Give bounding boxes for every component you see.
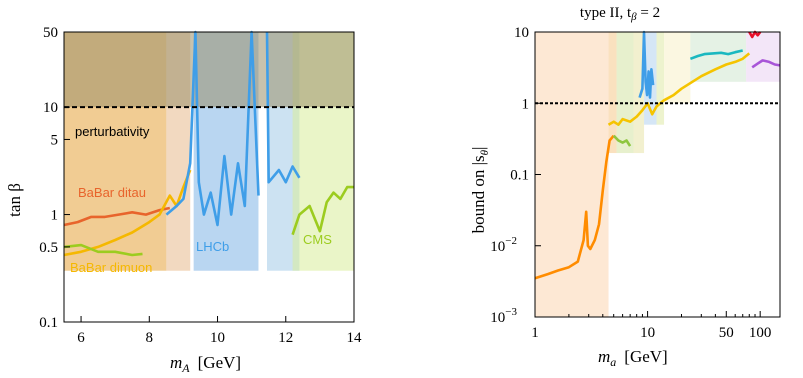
right-x-axis-title: ma [GeV]: [598, 347, 668, 369]
annotation-cms: CMS: [303, 232, 332, 247]
left-x-sub: A: [181, 361, 190, 375]
right-x-tick-label-1: 10: [640, 325, 655, 341]
left-x-tick-label-0: 6: [77, 330, 85, 346]
right-x-sub: a: [610, 355, 616, 369]
right-y-sub: θ: [479, 149, 491, 155]
right-region-7: [690, 32, 747, 82]
annotation-babar-dimuon: BaBar dimuon: [70, 260, 152, 275]
left-y-tick-label-2: 1: [51, 208, 59, 224]
right-x-unit: [GeV]: [624, 347, 667, 366]
right-chart: type II, tβ = 2 1 10 50 100 10−3 10−2 0.1 1 10 m…: [469, 5, 781, 369]
left-x-tick-label-2: 10: [210, 330, 225, 346]
perturbativity-label: perturbativity: [75, 124, 150, 139]
right-chart-title: type II, tβ = 2: [580, 5, 660, 23]
left-series-lines: [63, 30, 354, 257]
left-x-tick-label-1: 8: [146, 330, 154, 346]
right-y-axis-title: bound on |sθ|: [469, 147, 491, 234]
left-plot-frame: [63, 31, 355, 323]
left-series-lhcb2: [265, 31, 301, 184]
right-exclusion-regions: [535, 32, 780, 317]
right-region-8: [746, 32, 780, 82]
right-series-teal: [689, 49, 743, 61]
left-series-lhcb1: [165, 30, 260, 227]
right-region-0: [535, 32, 609, 317]
left-x-var: m: [170, 353, 182, 372]
annotation-lhcb: LHCb: [196, 239, 229, 254]
left-y-tick-label-1: 0.5: [39, 240, 58, 256]
right-x-var: m: [598, 347, 610, 366]
right-series-orange: [534, 134, 615, 280]
right-title-main: type II, t: [580, 5, 632, 21]
right-title-sub: β: [630, 11, 637, 23]
right-x-tick-label-2: 50: [719, 325, 734, 341]
left-y-tick-label-3: 5: [51, 132, 59, 148]
left-series-cms_low: [63, 243, 143, 257]
left-x-unit: [GeV]: [198, 353, 241, 372]
right-region-3: [633, 32, 645, 154]
left-region-5: [64, 32, 354, 108]
left-x-tick-label-4: 14: [347, 330, 363, 346]
left-x-axis-title: mA [GeV]: [170, 353, 241, 375]
right-y-tick-label-4: 10: [514, 25, 529, 41]
right-y-main: bound on |s: [469, 155, 488, 233]
left-exclusion-regions: [64, 32, 354, 271]
left-y-tick-label-5: 50: [43, 25, 58, 41]
right-series-blue: [638, 30, 655, 99]
right-y-tick-label-0: 10−3: [490, 306, 517, 326]
right-region-2: [616, 32, 634, 154]
right-series-purple: [751, 59, 781, 69]
right-y-tick-label-1: 10−2: [490, 235, 517, 255]
right-y-tick-label-2: 0.1: [510, 168, 529, 184]
left-ticks: 6 8 10 12 14 0.1 0.5 1 5 10 50: [39, 25, 362, 346]
left-y-axis-title: tan β: [5, 183, 24, 217]
left-series-ditau: [63, 206, 171, 227]
left-series-cms_high: [291, 185, 354, 236]
right-y-tick-label-3: 1: [522, 96, 530, 112]
right-region-1: [608, 32, 617, 154]
right-region-5: [656, 32, 665, 125]
left-x-tick-label-3: 12: [278, 330, 293, 346]
right-title-tail: = 2: [637, 5, 660, 21]
left-chart: 6 8 10 12 14 0.1 0.5 1 5 10 50 perturbativity BaBa…: [5, 25, 362, 375]
right-x-tick-label-0: 1: [531, 325, 539, 341]
right-y-tail: |: [469, 147, 488, 150]
right-x-tick-label-3: 100: [749, 325, 772, 341]
left-y-tick-label-4: 10: [43, 100, 58, 116]
left-y-tick-label-0: 0.1: [39, 315, 58, 331]
annotation-babar-ditau: BaBar ditau: [78, 185, 146, 200]
right-series-green: [612, 134, 632, 147]
